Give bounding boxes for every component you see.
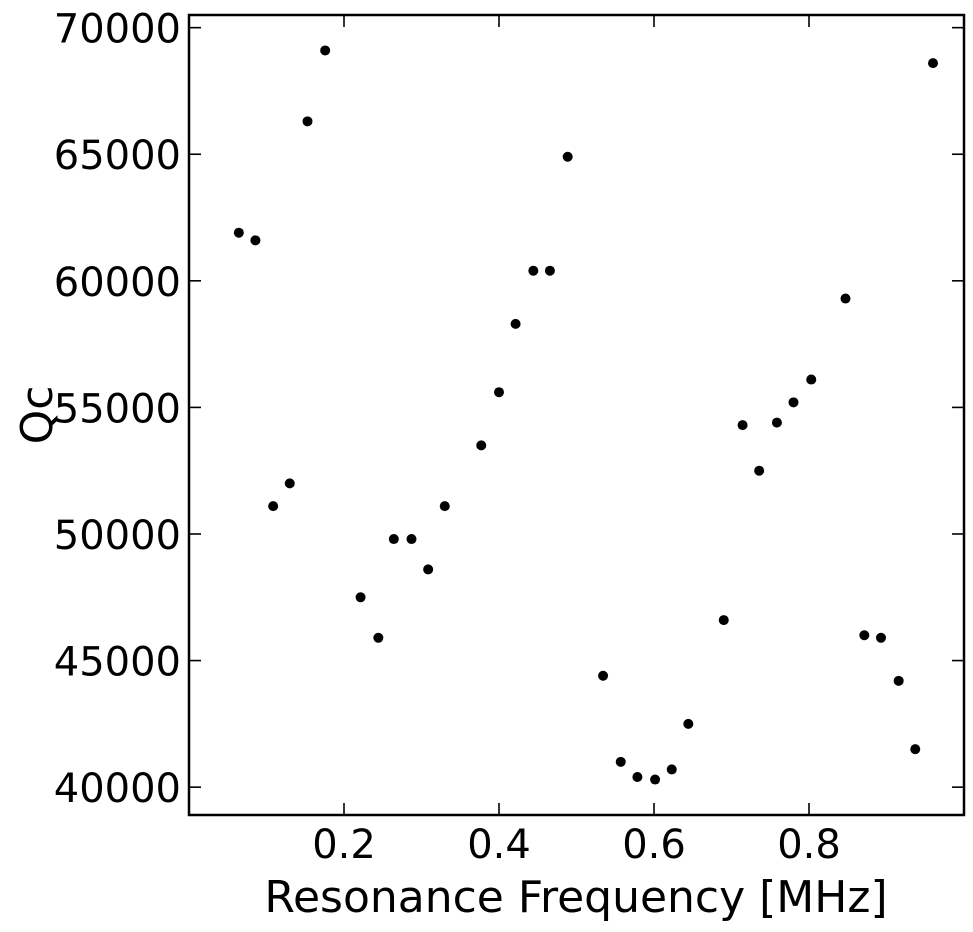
- x-tick-label: 0.4: [467, 822, 531, 868]
- y-tick-label: 70000: [54, 7, 181, 53]
- data-point: [373, 632, 384, 643]
- y-tick-label: 50000: [54, 513, 181, 559]
- y-tick-label: 60000: [54, 260, 181, 306]
- data-point: [788, 397, 799, 408]
- data-point: [268, 501, 279, 512]
- y-tick-label: 40000: [54, 766, 181, 812]
- data-point: [737, 420, 748, 431]
- data-point: [233, 227, 244, 238]
- axis-ticks: [189, 15, 964, 815]
- data-point: [598, 670, 609, 681]
- data-point: [423, 564, 434, 575]
- data-point: [928, 58, 938, 69]
- data-point: [718, 615, 729, 626]
- data-point: [562, 151, 573, 162]
- data-point: [875, 632, 886, 643]
- data-point: [302, 116, 313, 127]
- data-point: [771, 417, 782, 428]
- x-tick-labels: 0.2 0.4 0.6 0.8: [312, 822, 841, 868]
- y-tick-labels: 40000 45000 50000 55000 60000 65000 70000: [54, 7, 181, 812]
- x-tick-label: 0.8: [777, 822, 841, 868]
- y-axis-label: Qc: [12, 386, 63, 445]
- data-point: [683, 718, 694, 729]
- data-point: [650, 774, 661, 785]
- data-point: [284, 478, 295, 489]
- data-point: [632, 772, 643, 783]
- data-point: [806, 374, 817, 385]
- data-point: [439, 501, 450, 512]
- data-point: [859, 630, 870, 641]
- data-point: [320, 45, 331, 56]
- data-point: [388, 534, 399, 545]
- data-points: [233, 45, 938, 785]
- x-axis-label: Resonance Frequency [MHz]: [264, 872, 887, 923]
- data-point: [476, 440, 487, 451]
- data-point: [666, 764, 677, 775]
- data-point: [250, 235, 261, 246]
- y-tick-label: 65000: [54, 133, 181, 179]
- data-point: [528, 265, 539, 276]
- data-point: [893, 675, 904, 686]
- plot-frame: [187, 13, 966, 817]
- y-tick-label: 55000: [54, 386, 181, 432]
- data-point: [406, 534, 417, 545]
- data-point: [544, 265, 555, 276]
- data-point: [615, 756, 626, 767]
- data-point: [355, 592, 366, 603]
- data-point: [754, 465, 765, 476]
- data-point: [840, 293, 851, 304]
- x-tick-label: 0.2: [312, 822, 376, 868]
- data-point: [494, 387, 504, 398]
- data-point: [510, 318, 521, 329]
- data-point: [910, 744, 921, 755]
- y-tick-label: 45000: [54, 640, 181, 686]
- x-tick-label: 0.6: [622, 822, 686, 868]
